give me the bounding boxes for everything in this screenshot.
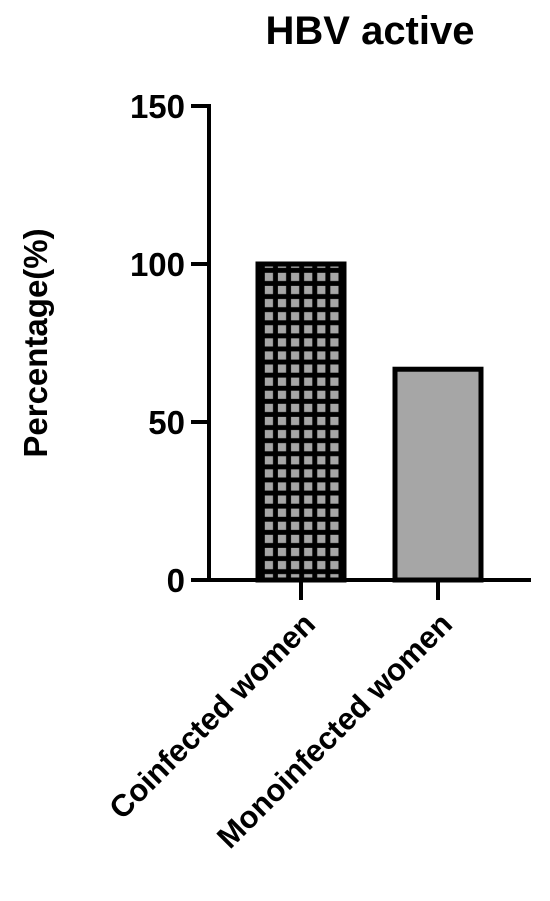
y-tick-label: 50 [148, 404, 185, 441]
bars [255, 261, 484, 583]
bar [255, 261, 347, 583]
y-axis-label: Percentage(%) [17, 228, 54, 457]
chart-title: HBV active [266, 9, 475, 53]
y-tick-label: 0 [167, 562, 185, 599]
y-axis: 0 50 100 150 [130, 88, 211, 599]
x-tick-label: Monoinfected women [210, 606, 459, 855]
x-axis [207, 578, 531, 600]
y-tick-label: 150 [130, 88, 185, 125]
y-tick-label: 100 [130, 246, 185, 283]
bar [392, 366, 484, 583]
